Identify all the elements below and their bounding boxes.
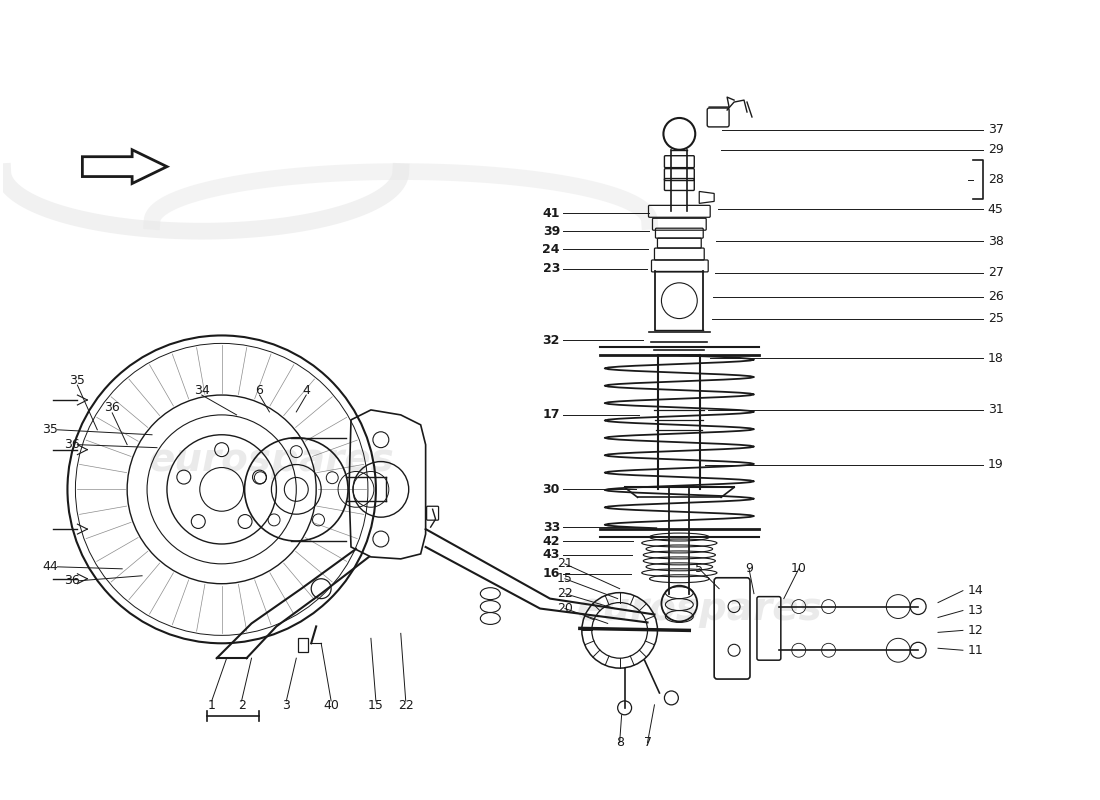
Text: 39: 39 [542, 225, 560, 238]
Text: 2: 2 [238, 699, 245, 712]
Text: 20: 20 [557, 602, 573, 615]
Text: 38: 38 [988, 234, 1003, 248]
Text: 40: 40 [323, 699, 339, 712]
Text: 29: 29 [988, 143, 1003, 156]
Text: 23: 23 [542, 262, 560, 275]
Text: 1: 1 [208, 699, 216, 712]
Text: 36: 36 [65, 574, 80, 587]
Text: 24: 24 [542, 242, 560, 255]
Text: 37: 37 [988, 123, 1003, 136]
Text: 3: 3 [283, 699, 290, 712]
Text: 9: 9 [745, 562, 752, 575]
Text: 10: 10 [791, 562, 806, 575]
Text: 15: 15 [557, 572, 573, 586]
Text: 18: 18 [988, 352, 1003, 365]
Text: 33: 33 [542, 521, 560, 534]
Text: 4: 4 [302, 383, 310, 397]
Text: eurospares: eurospares [148, 441, 394, 478]
Text: 14: 14 [968, 584, 983, 597]
Text: 17: 17 [542, 408, 560, 422]
Text: 35: 35 [69, 374, 86, 386]
Text: 22: 22 [398, 699, 414, 712]
Text: eurospares: eurospares [576, 590, 822, 627]
Text: 7: 7 [644, 736, 651, 749]
Text: 11: 11 [968, 644, 983, 657]
Text: 8: 8 [616, 736, 624, 749]
Text: 12: 12 [968, 624, 983, 637]
Text: 44: 44 [43, 560, 58, 574]
Text: 31: 31 [988, 403, 1003, 417]
Text: 27: 27 [988, 266, 1003, 279]
Text: 13: 13 [968, 604, 983, 617]
Text: 43: 43 [542, 549, 560, 562]
Text: 25: 25 [988, 312, 1003, 325]
Text: 26: 26 [988, 290, 1003, 303]
Text: 16: 16 [542, 567, 560, 580]
Text: 32: 32 [542, 334, 560, 347]
Text: 36: 36 [104, 402, 120, 414]
Text: 35: 35 [43, 423, 58, 436]
Text: 45: 45 [988, 203, 1003, 216]
Text: 42: 42 [542, 534, 560, 547]
Text: 21: 21 [557, 558, 573, 570]
Text: 19: 19 [988, 458, 1003, 471]
Text: 34: 34 [194, 383, 210, 397]
Text: 15: 15 [367, 699, 384, 712]
Text: 36: 36 [65, 438, 80, 451]
Text: 30: 30 [542, 483, 560, 496]
Text: 5: 5 [695, 562, 703, 575]
Text: 41: 41 [542, 207, 560, 220]
Text: 28: 28 [988, 173, 1003, 186]
Text: 6: 6 [255, 383, 263, 397]
Text: 22: 22 [557, 587, 573, 600]
